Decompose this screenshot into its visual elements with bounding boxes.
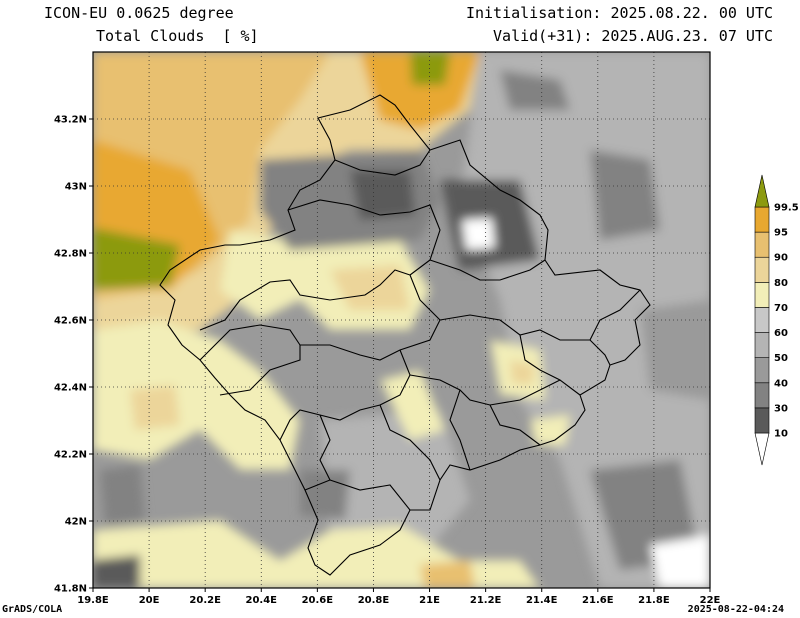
lat-tick-label: 43N <box>65 182 87 193</box>
lon-tick-label: 20.8E <box>358 595 390 606</box>
colorbar-segment <box>754 282 770 308</box>
lat-tick-label: 42.2N <box>54 450 87 461</box>
colorbar-label: 70 <box>774 303 788 314</box>
colorbar-segment <box>754 407 770 434</box>
lon-tick-label: 20.2E <box>189 595 221 606</box>
lon-tick-label: 21.8E <box>638 595 670 606</box>
colorbar-label: 30 <box>774 403 788 414</box>
colorbar-tip-high <box>754 174 770 208</box>
cloud-field <box>93 52 710 588</box>
lon-tick-label: 21.6E <box>582 595 614 606</box>
colorbar-label: 40 <box>774 378 788 389</box>
colorbar-label: 60 <box>774 328 788 339</box>
colorbar-segment <box>754 206 770 233</box>
colorbar-segment <box>754 307 770 333</box>
colorbar-label: 90 <box>774 253 788 264</box>
colorbar-label: 95 <box>774 228 788 239</box>
colorbar-label: 80 <box>774 278 788 289</box>
region-boundaries <box>159 94 651 576</box>
lat-tick-label: 42.8N <box>54 249 87 260</box>
lon-tick-label: 22E <box>700 595 721 606</box>
model-title: ICON-EU 0.0625 degree <box>44 4 234 22</box>
latitude-labels: 43.2N 43N 42.8N 42.6N 42.4N 42.2N 42N 41.8N <box>54 115 93 595</box>
lon-tick-label: 21.4E <box>526 595 558 606</box>
creation-timestamp: 2025-08-22-04:24 <box>687 604 784 615</box>
variable-unit: [ %] <box>222 27 259 45</box>
colorbar-segment <box>754 231 770 258</box>
lon-tick-label: 20.4E <box>246 595 278 606</box>
lon-tick-label: 20E <box>139 595 160 606</box>
colorbar-segment <box>754 357 770 384</box>
map-grid <box>93 52 710 588</box>
valid-time: Valid(+31): 2025.AUG.23. 07 UTC <box>493 27 773 45</box>
variable-title: Total Clouds [ %] <box>96 27 259 45</box>
lat-tick-label: 41.8N <box>54 584 87 595</box>
lat-tick-label: 42.4N <box>54 383 87 394</box>
colorbar: 10 30 40 50 60 70 80 90 95 99.5 <box>754 174 799 466</box>
colorbar-tip-low <box>754 432 770 466</box>
variable-name: Total Clouds <box>96 27 205 45</box>
outer-boundary <box>159 94 651 576</box>
software-credit: GrADS/COLA <box>2 604 63 615</box>
lon-tick-label: 19.8E <box>77 595 109 606</box>
lat-tick-label: 42N <box>65 517 87 528</box>
lon-tick-label: 21E <box>419 595 440 606</box>
colorbar-segment <box>754 256 770 283</box>
lat-tick-label: 42.6N <box>54 316 87 327</box>
colorbar-label: 50 <box>774 353 788 364</box>
colorbar-segment <box>754 332 770 358</box>
initialisation-time: Initialisation: 2025.08.22. 00 UTC <box>465 4 773 22</box>
lon-tick-label: 20.6E <box>302 595 334 606</box>
longitude-labels: 19.8E 20E 20.2E 20.4E 20.6E 20.8E 21E 21.2E 21.4… <box>77 588 721 606</box>
lat-tick-label: 43.2N <box>54 115 87 126</box>
colorbar-label: 10 <box>774 429 788 440</box>
colorbar-label: 99.5 <box>774 203 799 214</box>
colorbar-segment <box>754 382 770 409</box>
lon-tick-label: 21.2E <box>470 595 502 606</box>
